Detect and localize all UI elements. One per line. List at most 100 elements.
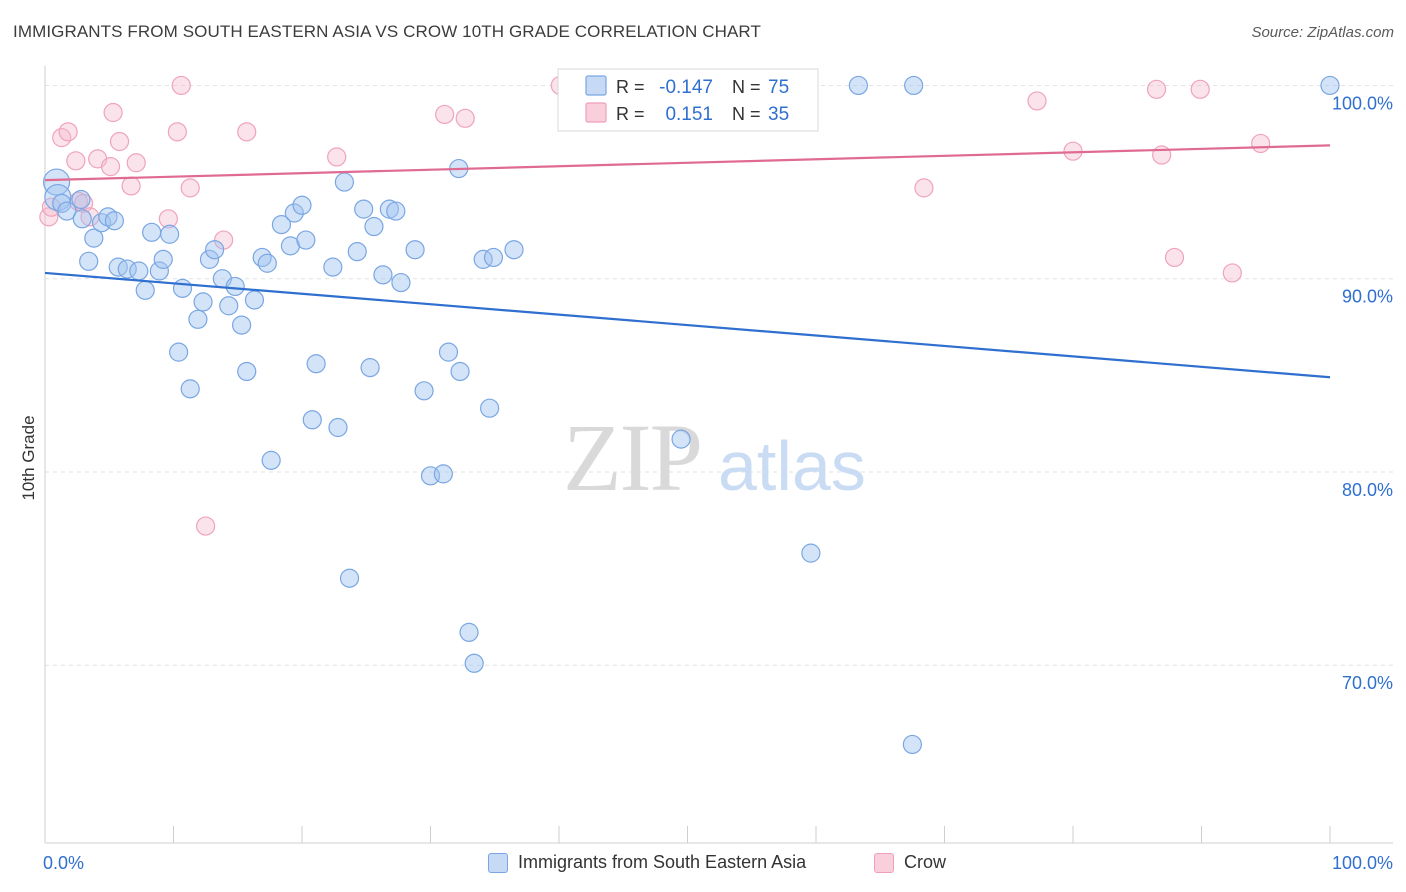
point-immigrants: [261, 450, 281, 470]
point-immigrants: [323, 257, 343, 277]
point-immigrants: [483, 247, 504, 268]
point-immigrants: [180, 379, 200, 399]
point-immigrants: [57, 201, 77, 221]
point-immigrants: [904, 75, 924, 96]
point-crow: [914, 178, 934, 198]
legend-n-value-crow: 35: [768, 104, 789, 125]
legend-item-immigrants: Immigrants from South Eastern Asia: [488, 852, 806, 873]
point-crow: [435, 104, 455, 125]
point-crow: [1146, 79, 1167, 99]
point-immigrants: [153, 249, 173, 269]
point-crow: [1164, 247, 1185, 268]
point-crow: [66, 151, 86, 171]
point-immigrants: [149, 261, 169, 281]
point-immigrants: [188, 309, 208, 329]
point-immigrants: [205, 240, 225, 260]
legend-item-crow-swatch: [874, 852, 894, 873]
trend-line-immigrants: [44, 271, 1331, 379]
point-immigrants: [225, 276, 245, 297]
point-immigrants: [135, 280, 155, 300]
legend-item-immigrants-swatch: [488, 852, 508, 873]
point-crow: [237, 122, 257, 142]
point-immigrants: [169, 342, 189, 362]
legend-swatch-immigrants: [585, 75, 607, 96]
legend-r-value-crow: 0.151: [665, 104, 713, 125]
point-immigrants: [257, 253, 277, 273]
legend-r-label-immigrants: R =: [616, 77, 645, 97]
point-immigrants: [302, 410, 322, 430]
point-crow: [1027, 91, 1047, 111]
point-immigrants: [373, 265, 393, 285]
point-immigrants: [232, 315, 252, 335]
point-crow: [109, 131, 130, 152]
point-immigrants: [172, 278, 193, 298]
point-immigrants: [504, 240, 524, 260]
legend-n-label-crow: N =: [732, 104, 761, 124]
point-immigrants: [459, 622, 479, 642]
point-crow: [327, 147, 347, 167]
legend-box: R = -0.147 N = 75 R = 0.151 N = 35: [557, 68, 819, 132]
point-immigrants: [142, 222, 162, 242]
y-axis-label: 10th Grade: [19, 415, 38, 500]
point-immigrants: [328, 417, 348, 438]
point-immigrants: [292, 195, 312, 215]
legend-n-label-immigrants: N =: [732, 77, 761, 97]
point-immigrants: [364, 216, 384, 237]
legend-swatch-crow: [585, 102, 607, 123]
point-immigrants: [391, 272, 411, 293]
point-immigrants: [284, 203, 304, 223]
point-crow: [103, 102, 123, 123]
x-tick-labels: 0.0% 100.0%: [43, 853, 1393, 873]
point-immigrants: [386, 201, 406, 221]
point-immigrants: [438, 342, 459, 362]
watermark-zip: ZIP: [563, 404, 701, 511]
point-crow: [180, 178, 200, 198]
point-immigrants: [848, 75, 869, 96]
point-immigrants: [450, 361, 470, 382]
y-tick-label: 90.0%: [1342, 287, 1393, 307]
point-immigrants: [252, 247, 272, 268]
y-tick-label: 80.0%: [1342, 480, 1393, 500]
point-immigrants: [42, 168, 71, 196]
point-crow: [126, 153, 146, 173]
point-immigrants: [405, 240, 425, 260]
point-immigrants: [480, 398, 500, 418]
series-immigrants-points: [42, 75, 1340, 755]
point-immigrants: [84, 228, 104, 248]
trend-lines: [44, 144, 1331, 379]
point-immigrants: [464, 653, 484, 673]
point-crow: [41, 197, 62, 217]
source-label: Source: ZipAtlas.com: [1251, 24, 1394, 41]
y-tick-labels: 100.0% 90.0% 80.0% 70.0%: [1332, 93, 1393, 693]
point-immigrants: [237, 361, 257, 382]
point-crow: [58, 122, 78, 142]
point-immigrants: [71, 189, 91, 210]
point-immigrants: [339, 568, 360, 588]
chart-title: IMMIGRANTS FROM SOUTH EASTERN ASIA VS CR…: [13, 22, 761, 41]
legend-r-value-immigrants: -0.147: [659, 77, 713, 98]
point-immigrants: [104, 211, 124, 231]
point-immigrants: [354, 199, 374, 219]
point-crow: [1222, 263, 1242, 283]
point-immigrants: [219, 296, 239, 316]
point-crow: [100, 157, 121, 177]
point-immigrants: [129, 261, 149, 281]
point-immigrants: [296, 230, 316, 250]
point-immigrants: [414, 381, 434, 401]
x-tick-label-min: 0.0%: [43, 853, 84, 873]
point-crow: [1190, 79, 1210, 99]
point-immigrants: [244, 290, 265, 310]
point-immigrants: [433, 464, 453, 484]
bottom-legend: Immigrants from South Eastern Asia Crow: [0, 852, 1406, 878]
point-crow: [158, 209, 178, 229]
y-tick-label: 100.0%: [1332, 93, 1393, 113]
point-immigrants: [271, 215, 292, 235]
point-immigrants: [1320, 75, 1340, 96]
point-immigrants: [193, 292, 213, 312]
point-immigrants: [199, 249, 220, 269]
point-crow: [171, 75, 191, 96]
legend-item-immigrants-label: Immigrants from South Eastern Asia: [518, 852, 807, 872]
legend-r-label-crow: R =: [616, 104, 645, 124]
legend-n-value-immigrants: 75: [768, 77, 789, 98]
